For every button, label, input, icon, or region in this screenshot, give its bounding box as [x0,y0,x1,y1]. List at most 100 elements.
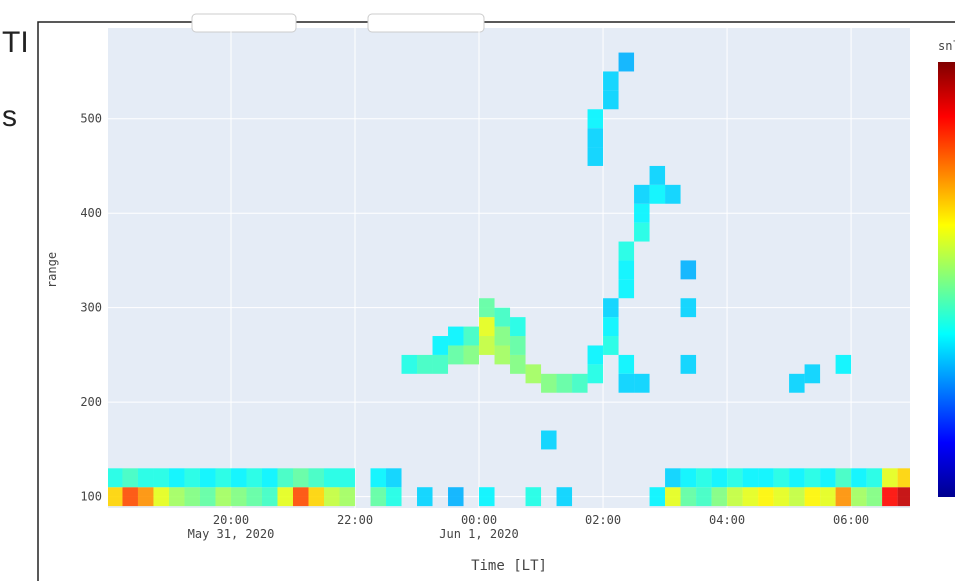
heatmap-cell [588,109,604,128]
plot-area [108,28,910,508]
heatmap-cell [805,487,821,506]
heatmap-cell [340,487,356,506]
heatmap-cell [262,468,278,487]
heatmap-cell [572,374,588,393]
y-tick-label: 400 [80,206,102,220]
heatmap-cell [309,487,325,506]
heatmap-cell [495,345,511,364]
heatmap-cell [882,487,898,506]
heatmap-cell [867,468,883,487]
heatmap-cell [479,317,495,336]
heatmap-cell [851,487,867,506]
heatmap-cell [696,487,712,506]
colorbar-title: snl [938,39,955,53]
heatmap-cell [340,468,356,487]
colorbar [938,62,955,497]
heatmap-cell [510,336,526,355]
heatmap-cell [246,487,262,506]
heatmap-cell [138,487,154,506]
heatmap-cell [402,355,418,374]
x-tick-label: 02:00 [585,513,621,527]
heatmap-cell [681,487,697,506]
chart: TI s 10020030040050020:00May 31, 202022:… [0,0,955,581]
heatmap-cell [619,53,635,72]
heatmap-cell [743,468,759,487]
heatmap-cell [774,487,790,506]
heatmap-cell [464,327,480,346]
heatmap-cell [324,468,340,487]
heatmap-cell [184,468,200,487]
heatmap-cell [588,345,604,364]
heatmap-cell [789,374,805,393]
heatmap-cell [557,374,573,393]
heatmap-cell [510,355,526,374]
heatmap-cell [231,487,247,506]
heatmap-cell [557,487,573,506]
x-tick-label: Jun 1, 2020 [439,527,518,541]
x-tick-label: 06:00 [833,513,869,527]
heatmap-cell [789,468,805,487]
heatmap-cell [417,487,433,506]
heatmap-cell [588,147,604,166]
heatmap-cell [820,468,836,487]
heatmap-cell [681,298,697,317]
heatmap-cell [634,185,650,204]
heatmap-cell [696,468,712,487]
heatmap-cell [464,345,480,364]
heatmap-cell [619,279,635,298]
heatmap-cell [107,487,123,506]
heatmap-cell [603,336,619,355]
button[interactable] [192,14,296,32]
y-tick-label: 200 [80,395,102,409]
heatmap-cell [588,128,604,147]
heatmap-cell [681,260,697,279]
heatmap-cell [433,336,449,355]
heatmap-cell [277,468,293,487]
heatmap-cell [200,487,216,506]
heatmap-cell [433,355,449,374]
heatmap-cell [386,487,402,506]
heatmap-cell [665,468,681,487]
y-tick-label: 100 [80,490,102,504]
button[interactable] [368,14,484,32]
heatmap-cell [479,298,495,317]
heatmap-cell [727,487,743,506]
heatmap-cell [681,355,697,374]
heatmap-cell [882,468,898,487]
heatmap-cell [495,308,511,327]
page: TI s 10020030040050020:00May 31, 202022:… [0,0,955,581]
heatmap-cell [619,242,635,261]
heatmap-cell [169,487,185,506]
y-tick-label: 500 [80,112,102,126]
x-tick-label: May 31, 2020 [188,527,275,541]
heatmap-cell [138,468,154,487]
heatmap-cell [184,487,200,506]
heatmap-cell [541,374,557,393]
heatmap-cell [448,487,464,506]
heatmap-cell [122,468,138,487]
heatmap-cell [231,468,247,487]
heatmap-cell [665,487,681,506]
heatmap-cell [603,298,619,317]
heatmap-cell [603,71,619,90]
heatmap-cell [743,487,759,506]
side-text: TI [2,26,29,59]
heatmap-cell [619,374,635,393]
heatmap-cell [634,374,650,393]
x-tick-label: 00:00 [461,513,497,527]
heatmap-cell [215,487,231,506]
heatmap-cell [789,487,805,506]
heatmap-cell [479,487,495,506]
heatmap-cell [619,355,635,374]
heatmap-cell [448,345,464,364]
heatmap-cell [805,468,821,487]
heatmap-cell [371,468,387,487]
heatmap-cell [246,468,262,487]
x-tick-label: 04:00 [709,513,745,527]
heatmap-cell [371,487,387,506]
heatmap-cell [526,364,542,383]
heatmap-cell [479,336,495,355]
heatmap-cell [758,468,774,487]
heatmap-cell [712,468,728,487]
heatmap-cell [619,260,635,279]
